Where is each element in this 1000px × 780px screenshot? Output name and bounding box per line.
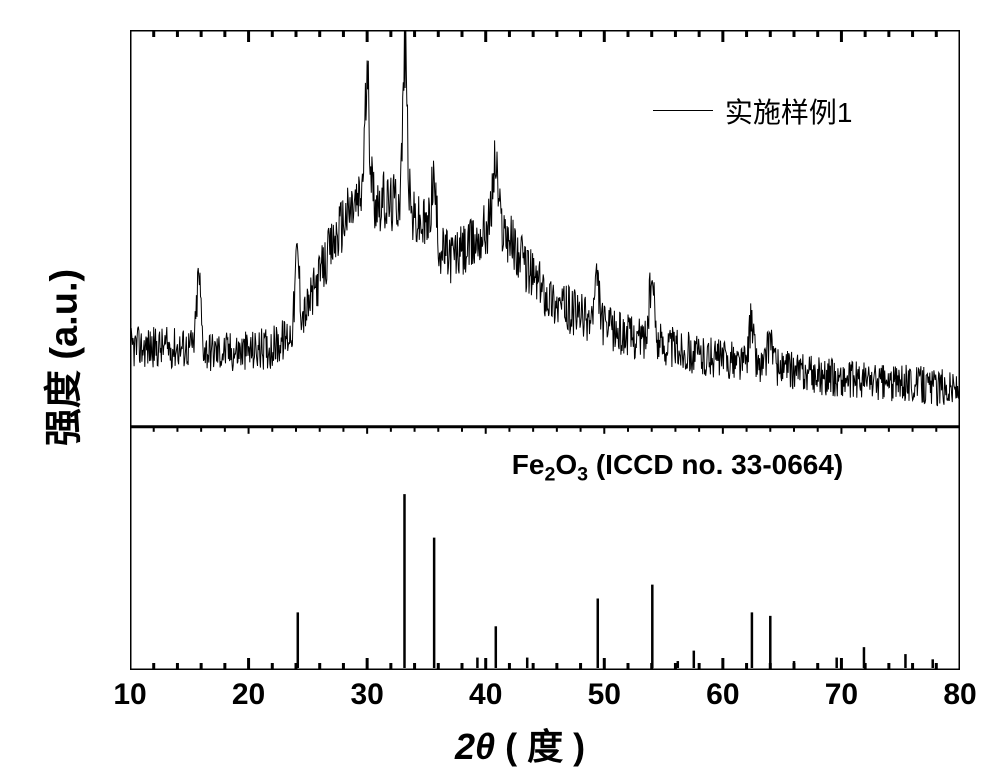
legend: 实施样例1 bbox=[653, 91, 853, 131]
x-tick-label: 60 bbox=[706, 678, 739, 712]
xrd-figure: 强度 (a.u.) 10 20 30 40 50 60 70 80 2θ ( 度 ) 实施样例… bbox=[0, 0, 1000, 780]
x-tick-label: 20 bbox=[232, 678, 265, 712]
legend-label: 实施样例1 bbox=[725, 91, 853, 131]
x-tick-label: 40 bbox=[469, 678, 502, 712]
x-tick-label: 30 bbox=[350, 678, 383, 712]
x-tick-label: 50 bbox=[588, 678, 621, 712]
legend-line bbox=[653, 110, 713, 111]
y-axis-label: 强度 (a.u.) bbox=[33, 228, 88, 488]
x-axis-symbol: 2θ bbox=[455, 726, 495, 767]
x-axis-unit: ( 度 ) bbox=[505, 726, 585, 767]
x-tick-label: 80 bbox=[943, 678, 976, 712]
x-tick-label: 10 bbox=[113, 678, 146, 712]
x-tick-label: 70 bbox=[825, 678, 858, 712]
reference-label: Fe2O3 (ICCD no. 33-0664) bbox=[512, 449, 843, 487]
x-axis-label: 2θ ( 度 ) bbox=[455, 718, 585, 770]
